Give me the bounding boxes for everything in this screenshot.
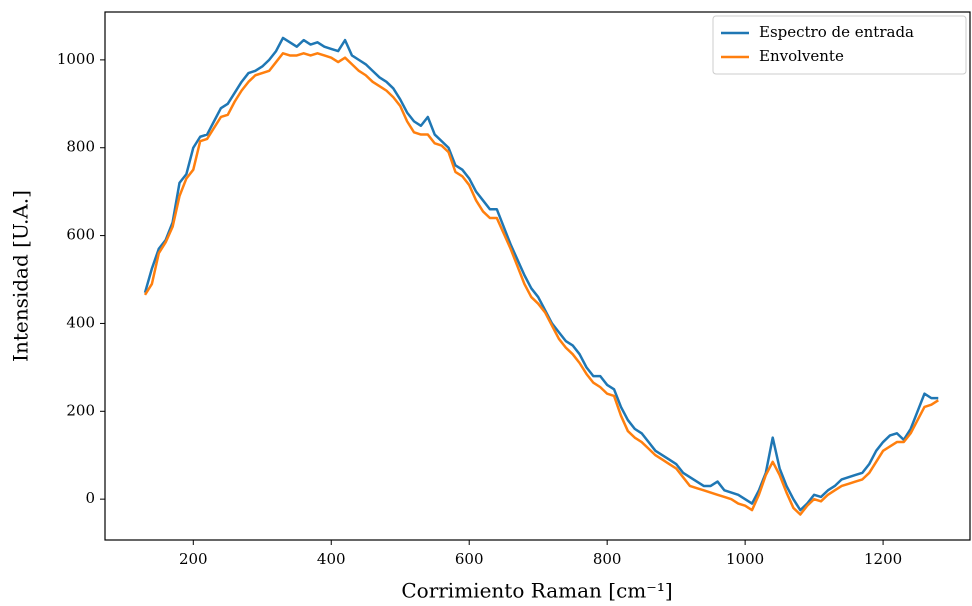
legend-box [712,15,967,75]
legend-label: Envolvente [759,47,844,65]
plot-frame [104,11,971,541]
series-line [143,36,939,512]
y-tick-label: 0 [85,489,95,507]
y-tick-label: 400 [66,313,95,331]
y-tick-label: 1000 [57,50,95,68]
x-tick-label: 800 [593,550,622,568]
series-line [143,52,939,516]
x-tick-label: 1200 [864,550,902,568]
y-tick-label: 200 [66,401,95,419]
x-tick-label: 400 [317,550,346,568]
y-tick-label: 800 [66,138,95,156]
legend: Espectro de entrada Envolvente [712,15,967,75]
x-tick-label: 600 [455,550,484,568]
x-axis-label: Corrimiento Raman [cm⁻¹] [401,579,672,603]
x-tick-label: 1000 [726,550,764,568]
x-tick-label: 200 [179,550,208,568]
y-axis-label: Intensidad [U.A.] [9,190,33,362]
legend-label: Espectro de entrada [759,23,914,41]
y-tick-label: 600 [66,226,95,244]
